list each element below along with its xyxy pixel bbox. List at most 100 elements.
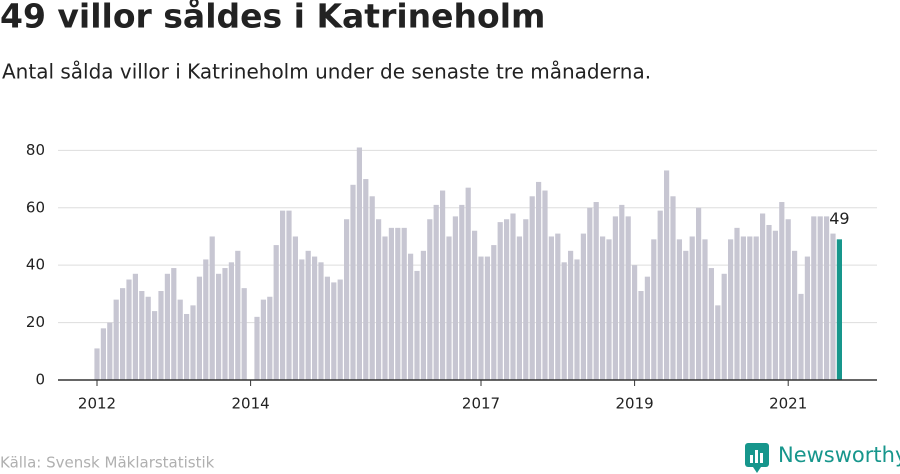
chart-title: 49 villor såldes i Katrineholm xyxy=(0,0,545,36)
y-tick-label: 40 xyxy=(26,256,45,274)
bar xyxy=(785,219,791,380)
bar xyxy=(651,239,657,380)
bar xyxy=(171,268,177,380)
bar xyxy=(676,239,682,380)
bar xyxy=(491,245,497,380)
bar xyxy=(696,207,702,380)
bar xyxy=(420,250,426,380)
bar xyxy=(638,291,644,380)
bar xyxy=(382,236,388,380)
bar xyxy=(286,210,292,380)
bar xyxy=(657,210,663,380)
bar xyxy=(702,239,708,380)
bar xyxy=(145,296,151,380)
logo-icon xyxy=(745,443,769,473)
bar xyxy=(113,299,119,380)
bar xyxy=(376,219,382,380)
bar xyxy=(606,239,612,380)
bar xyxy=(120,288,126,380)
bar xyxy=(600,236,606,380)
bar xyxy=(683,250,689,380)
bar xyxy=(152,311,158,380)
brand: Newsworthy xyxy=(778,443,900,467)
y-tick-label: 60 xyxy=(26,198,45,216)
bar xyxy=(529,196,535,380)
bar xyxy=(792,250,798,380)
bar xyxy=(222,268,228,380)
bar xyxy=(836,239,842,380)
bar xyxy=(593,202,599,380)
bar xyxy=(824,216,830,380)
bar xyxy=(484,256,490,380)
bar xyxy=(216,273,222,380)
source: Källa: Svensk Mäklarstatistik xyxy=(0,454,215,472)
bar xyxy=(632,265,638,380)
bar xyxy=(478,256,484,380)
bar xyxy=(446,236,452,380)
bar xyxy=(254,316,260,380)
bar xyxy=(228,262,234,380)
bar xyxy=(766,224,772,380)
x-tick-label: 2014 xyxy=(232,395,270,413)
bar xyxy=(664,170,670,380)
bar xyxy=(536,181,542,380)
bar xyxy=(196,276,202,380)
bar xyxy=(760,213,766,380)
bar xyxy=(523,219,529,380)
bar xyxy=(100,328,106,380)
bar xyxy=(689,236,695,380)
bar xyxy=(273,245,279,380)
bar xyxy=(177,299,183,380)
bar xyxy=(734,227,740,380)
bar xyxy=(715,305,721,380)
bar xyxy=(126,279,132,380)
bar xyxy=(260,299,266,380)
bar xyxy=(740,236,746,380)
bar xyxy=(708,268,714,380)
bar xyxy=(369,196,375,380)
bar xyxy=(235,250,241,380)
bar xyxy=(280,210,286,380)
bar xyxy=(267,296,273,380)
bar xyxy=(625,216,631,380)
bar xyxy=(388,227,394,380)
bar xyxy=(209,236,215,380)
bar xyxy=(587,207,593,380)
bar xyxy=(107,322,113,380)
y-tick-label: 80 xyxy=(26,141,45,159)
bar xyxy=(299,259,305,380)
bar xyxy=(203,259,209,380)
bar xyxy=(132,273,138,380)
bar xyxy=(574,259,580,380)
bar xyxy=(779,202,785,380)
x-tick-label: 2012 xyxy=(78,395,116,413)
bar xyxy=(459,204,465,380)
bar xyxy=(356,147,362,380)
bar xyxy=(350,184,356,380)
bar xyxy=(344,219,350,380)
bar xyxy=(798,293,804,380)
bar xyxy=(139,291,145,380)
bar xyxy=(184,313,190,380)
bar xyxy=(555,233,561,380)
y-tick-label: 20 xyxy=(26,313,45,331)
bar xyxy=(580,233,586,380)
bar xyxy=(465,187,471,380)
value-label: 49 xyxy=(829,209,849,228)
bar xyxy=(817,216,823,380)
bar xyxy=(568,250,574,380)
bar xyxy=(337,279,343,380)
bar xyxy=(440,190,446,380)
bar xyxy=(542,190,548,380)
bar xyxy=(619,204,625,380)
bar xyxy=(561,262,567,380)
bar xyxy=(312,256,318,380)
bar xyxy=(644,276,650,380)
bar xyxy=(305,250,311,380)
bar xyxy=(830,233,836,380)
y-tick-label: 0 xyxy=(35,371,45,389)
bar xyxy=(548,236,554,380)
bar xyxy=(721,273,727,380)
bar xyxy=(433,204,439,380)
